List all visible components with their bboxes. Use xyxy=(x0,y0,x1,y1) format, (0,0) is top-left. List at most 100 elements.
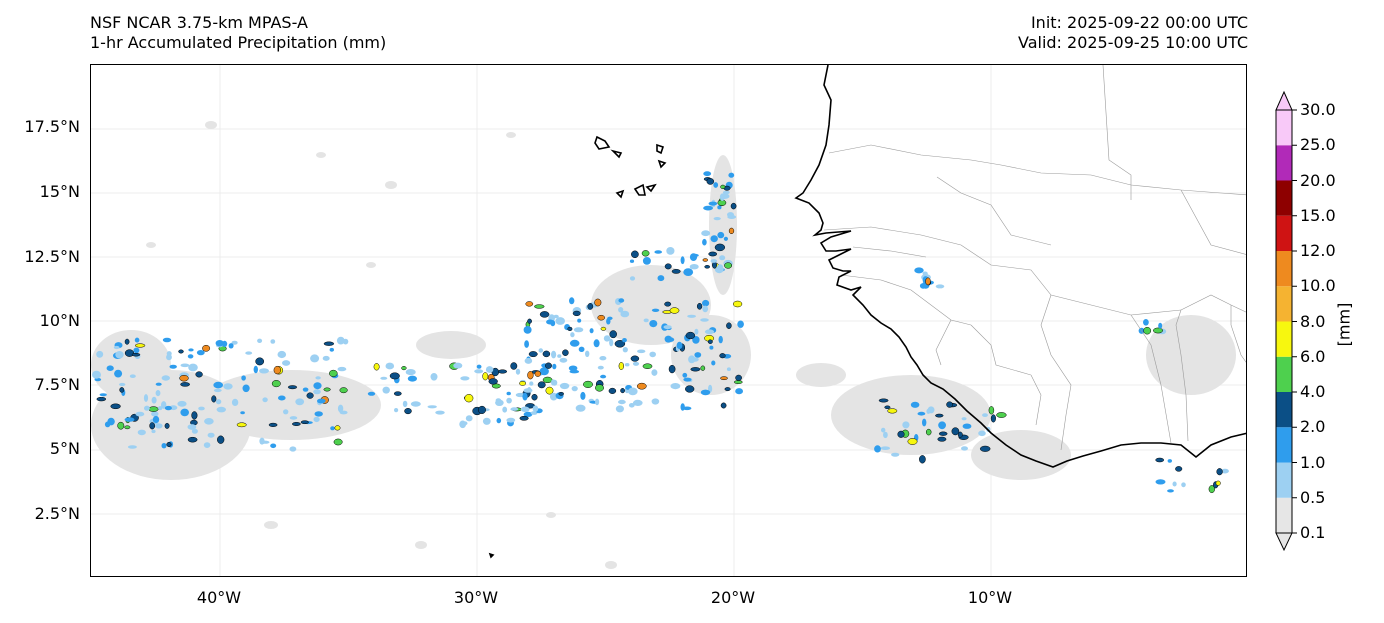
precip-cell xyxy=(313,389,321,395)
precip-cell xyxy=(1172,481,1177,487)
precip-cell xyxy=(216,406,226,413)
precip-cell xyxy=(600,374,607,379)
precip-cell xyxy=(701,230,711,237)
precip-cell xyxy=(134,343,146,348)
precip-cell xyxy=(559,382,570,390)
precip-cell xyxy=(694,328,699,335)
lat-tick-7-5: 7.5°N xyxy=(34,375,80,394)
precip-cell xyxy=(242,384,250,393)
precip-cell xyxy=(532,405,539,413)
precip-cell xyxy=(187,354,194,359)
precip-cell xyxy=(730,202,737,210)
precip-cell xyxy=(278,395,286,401)
precip-cell xyxy=(292,422,301,426)
small-island xyxy=(488,552,495,559)
precip-cell xyxy=(587,303,594,310)
precip-cell xyxy=(179,374,189,382)
colorbar-tick-label: 4.0 xyxy=(1300,382,1326,401)
precip-cell xyxy=(880,446,890,451)
precip-cell xyxy=(552,363,557,370)
precip-cell xyxy=(1155,457,1165,463)
precip-cell xyxy=(553,314,559,319)
precip-cell xyxy=(530,411,538,415)
precip-cell xyxy=(188,363,198,372)
precip-cell xyxy=(728,227,735,235)
precip-cell xyxy=(106,365,114,372)
precip-cell xyxy=(92,370,101,379)
cape-verde-island xyxy=(656,143,665,155)
precip-cell xyxy=(270,339,276,344)
precip-cell xyxy=(96,350,104,358)
precip-cell xyxy=(709,345,714,350)
precip-cell xyxy=(603,335,611,342)
precip-cell xyxy=(524,357,533,364)
precip-cell xyxy=(713,217,721,221)
precip-cell xyxy=(732,300,743,308)
border-line xyxy=(1102,65,1132,200)
precip-cell xyxy=(735,388,743,395)
border-line xyxy=(823,226,1182,316)
precip-cell xyxy=(531,393,538,401)
precip-area xyxy=(605,561,617,569)
precip-cell xyxy=(668,364,676,374)
field-name: 1-hr Accumulated Precipitation (mm) xyxy=(90,33,387,52)
precip-cell xyxy=(733,380,743,384)
precip-cell xyxy=(520,406,530,413)
precip-cell xyxy=(262,397,268,403)
precip-area xyxy=(264,521,278,529)
precip-cell xyxy=(951,427,960,436)
precip-cell xyxy=(131,352,141,357)
precip-cell xyxy=(917,411,926,416)
precip-cell xyxy=(273,365,281,375)
precip-cell xyxy=(164,405,172,411)
precip-cell xyxy=(559,357,568,363)
precip-cell xyxy=(155,382,162,386)
colorbar-tick-label: 25.0 xyxy=(1300,135,1336,155)
precip-cell xyxy=(124,338,130,345)
light-precip-areas xyxy=(91,121,1236,569)
precip-cell xyxy=(119,387,125,393)
precip-cell xyxy=(694,352,702,358)
precip-cell xyxy=(525,301,534,307)
precip-cell xyxy=(144,405,150,411)
precip-cell xyxy=(914,267,924,274)
precip-cell xyxy=(534,304,545,309)
precip-cell xyxy=(506,397,512,404)
colorbar-segment xyxy=(1276,215,1292,251)
precip-cell xyxy=(631,250,639,259)
precip-cell xyxy=(289,446,297,452)
precip-cell xyxy=(155,423,163,429)
precip-cell xyxy=(719,255,726,261)
precip-cell xyxy=(393,391,402,396)
precip-cell xyxy=(317,398,326,404)
precip-cell xyxy=(137,429,146,436)
coastline xyxy=(488,65,1246,559)
precip-cell xyxy=(1153,327,1163,334)
precip-cell xyxy=(464,394,474,403)
precip-cell xyxy=(714,243,726,252)
cape-verde-island xyxy=(633,183,646,196)
precip-cell xyxy=(700,318,709,322)
lat-tick-15: 15°N xyxy=(39,182,80,201)
precip-cell xyxy=(883,431,888,439)
precip-cell xyxy=(711,360,716,366)
precip-cell xyxy=(510,362,518,370)
precip-cell xyxy=(162,337,172,343)
precip-cell xyxy=(935,284,945,289)
precip-cell xyxy=(622,338,627,343)
precip-cell xyxy=(523,326,532,334)
precip-cell xyxy=(703,171,712,177)
precip-cell xyxy=(683,268,694,276)
coastline-mainland xyxy=(794,65,1246,468)
precip-cell xyxy=(231,340,238,345)
precip-cell xyxy=(720,184,726,190)
precip-cell xyxy=(124,417,135,422)
colorbar-tick-label: 1.0 xyxy=(1300,452,1326,472)
precip-cell xyxy=(573,327,584,333)
precip-cell xyxy=(664,301,672,307)
precip-cell xyxy=(996,412,1007,418)
precip-cell xyxy=(620,388,625,394)
precip-cell xyxy=(161,443,167,449)
precip-cell xyxy=(651,369,658,376)
precip-cell xyxy=(724,387,731,392)
